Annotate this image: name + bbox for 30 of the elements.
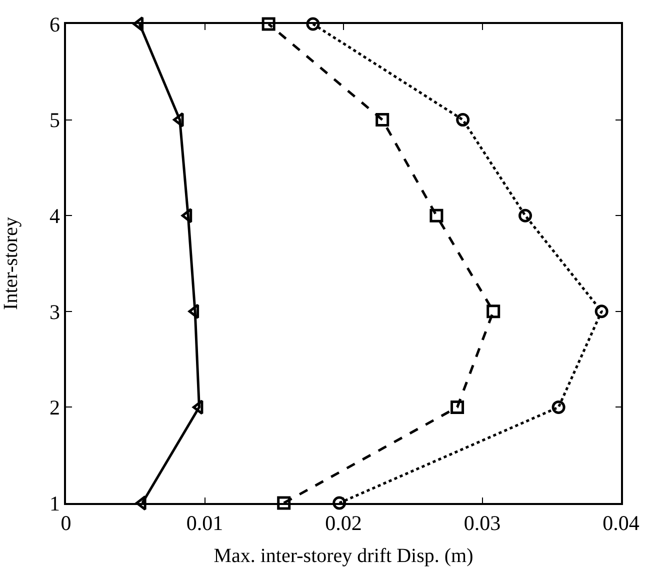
point: [132, 16, 144, 32]
point: [262, 17, 276, 31]
point: [181, 208, 192, 224]
y-axis-title: Inter-storey: [0, 217, 22, 310]
x-tick-label: 0.04: [602, 510, 640, 535]
y-tick-label: 3: [50, 300, 60, 324]
point: [594, 304, 608, 318]
point: [173, 112, 184, 128]
x-axis-title: Max. inter-storey drift Disp. (m): [214, 545, 474, 567]
x-tick-label: 0.03: [464, 510, 501, 535]
point: [518, 208, 532, 222]
point: [376, 113, 390, 127]
y-tick-label: 1: [50, 491, 60, 516]
point: [486, 304, 500, 318]
x-tick-label: 0.01: [186, 510, 224, 535]
point: [306, 17, 320, 31]
y-tick-label: 6: [50, 12, 60, 36]
point: [192, 400, 204, 415]
x-tick-label: 0: [60, 510, 72, 535]
point: [332, 496, 346, 510]
point: [188, 304, 200, 319]
point: [430, 208, 444, 222]
y-tick-label: 2: [50, 396, 60, 420]
point: [552, 400, 566, 414]
point: [456, 113, 470, 127]
x-tick-label: 0.02: [325, 510, 362, 535]
y-tick-label: 4: [50, 204, 61, 228]
y-tick-label: 5: [50, 108, 60, 132]
point: [277, 496, 291, 510]
point: [450, 400, 464, 414]
